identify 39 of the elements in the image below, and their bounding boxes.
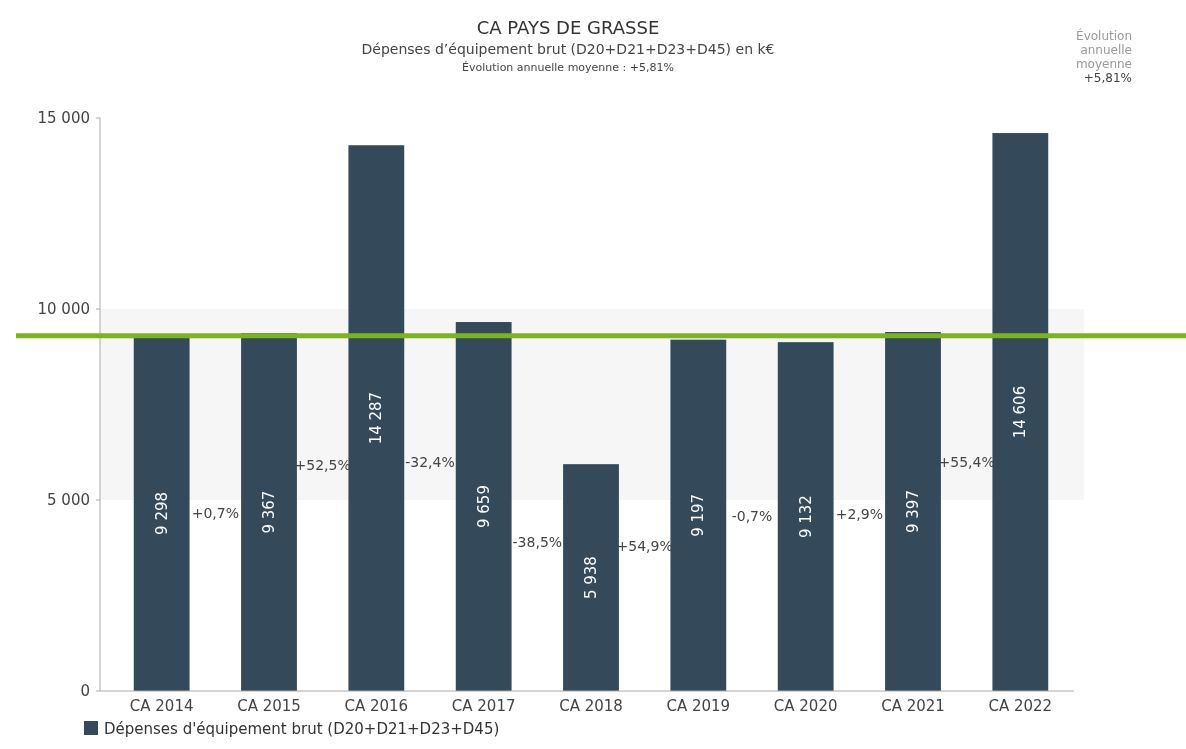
y-tick-label: 10 000: [37, 300, 90, 318]
x-tick-label: CA 2022: [988, 697, 1053, 715]
data-label: 9 197: [689, 493, 708, 537]
x-tick-label: CA 2021: [881, 697, 945, 715]
chart-title: CA PAYS DE GRASSE: [476, 17, 660, 38]
bar: [992, 133, 1049, 691]
bar: [563, 464, 619, 691]
data-label: 14 287: [367, 391, 386, 445]
annotation: -38,5%: [512, 534, 563, 551]
bar: [670, 339, 727, 691]
x-tick-label: CA 2019: [666, 697, 731, 715]
annotation: +0,7%: [191, 504, 239, 521]
bar: [777, 342, 834, 691]
y-tick-label: 0: [80, 682, 90, 700]
x-tick-label: CA 2018: [559, 697, 623, 715]
legend-label: Dépenses d'équipement brut (D20+D21+D23+D45): [104, 720, 500, 738]
annotation: +2,9%: [835, 506, 883, 523]
annotation: -0,7%: [731, 507, 773, 524]
bar: [455, 322, 512, 691]
annotation: -32,4%: [405, 454, 455, 471]
chart-subtitle: Dépenses d’équipement brut (D20+D21+D23+D45) en k€ Évolution annuelle moyenne : +5,81%: [361, 41, 775, 74]
x-tick-label: CA 2015: [237, 697, 301, 715]
data-label: 9 132: [796, 495, 815, 539]
data-label: 9 298: [152, 491, 171, 535]
x-tick-label: CA 2017: [451, 697, 516, 715]
x-tick-label: CA 2016: [344, 697, 409, 715]
bar: [885, 332, 941, 691]
data-label: 9 397: [904, 490, 922, 533]
bar: [133, 335, 190, 691]
data-label: 9 659: [474, 485, 493, 528]
text: Évolution annuelle moyenne +5,81%: [1075, 28, 1132, 85]
y-tick-label: 5 000: [47, 491, 90, 509]
x-tick-label: CA 2014: [129, 697, 194, 715]
data-label: 14 606: [1011, 385, 1030, 439]
x-tick-label: CA 2020: [773, 697, 838, 715]
data-label: 9 367: [260, 490, 278, 534]
data-label: 5 938: [582, 556, 600, 600]
bar: [348, 145, 405, 691]
y-tick-label: 15 000: [37, 109, 90, 127]
